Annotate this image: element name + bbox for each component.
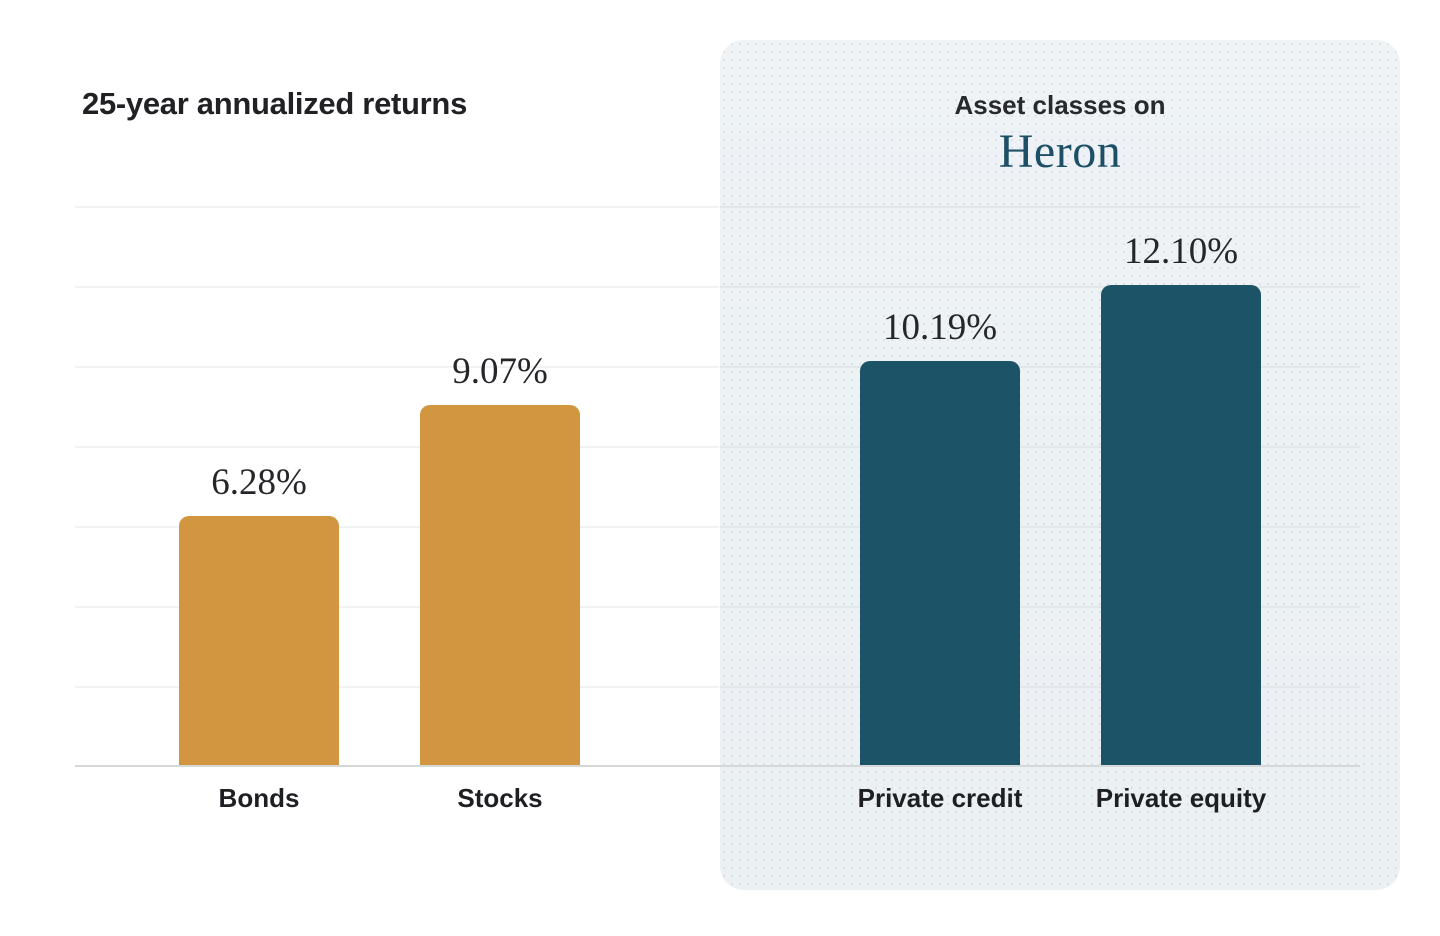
- heron-logo-wordmark: Heron: [998, 125, 1122, 178]
- bar-group-private-equity: 12.10% Private equity: [1096, 145, 1267, 813]
- category-label-bonds: Bonds: [218, 783, 300, 813]
- gridline: [720, 286, 1360, 288]
- bar-bonds: [179, 516, 339, 765]
- gridline: [720, 606, 1360, 608]
- bar-value-label: 10.19%: [882, 307, 998, 348]
- bar-stocks: [420, 405, 580, 765]
- gridline: [720, 206, 1360, 208]
- gridline: [75, 206, 719, 208]
- gridline: [75, 366, 719, 368]
- gridline: [75, 446, 719, 448]
- gridline: [75, 286, 719, 288]
- category-label-stocks: Stocks: [457, 783, 543, 813]
- gridline: [720, 366, 1360, 368]
- heron-panel: Asset classes on Heron: [720, 40, 1400, 890]
- bar-group-bonds: 6.28% Bonds: [179, 145, 339, 813]
- gridline: [75, 606, 719, 608]
- x-axis-line: [75, 765, 1360, 767]
- bar-value-label: 9.07%: [452, 351, 548, 392]
- gridline: [75, 686, 719, 688]
- bar-value-label: 12.10%: [1123, 231, 1239, 272]
- bar-value-label: 6.28%: [211, 462, 307, 503]
- category-label-private-equity: Private equity: [1095, 783, 1267, 813]
- category-label-private-credit: Private credit: [857, 783, 1023, 813]
- gridline: [720, 686, 1360, 688]
- bar-group-private-credit: 10.19% Private credit: [858, 145, 1023, 813]
- gridline: [720, 526, 1360, 528]
- panel-title: Asset classes on: [954, 90, 1166, 120]
- bar-private-equity: [1101, 285, 1261, 765]
- gridline: [720, 446, 1360, 448]
- left-chart-title: 25-year annualized returns: [82, 86, 468, 121]
- gridline: [75, 526, 719, 528]
- bar-group-stocks: 9.07% Stocks: [420, 145, 580, 813]
- bar-private-credit: [860, 361, 1020, 765]
